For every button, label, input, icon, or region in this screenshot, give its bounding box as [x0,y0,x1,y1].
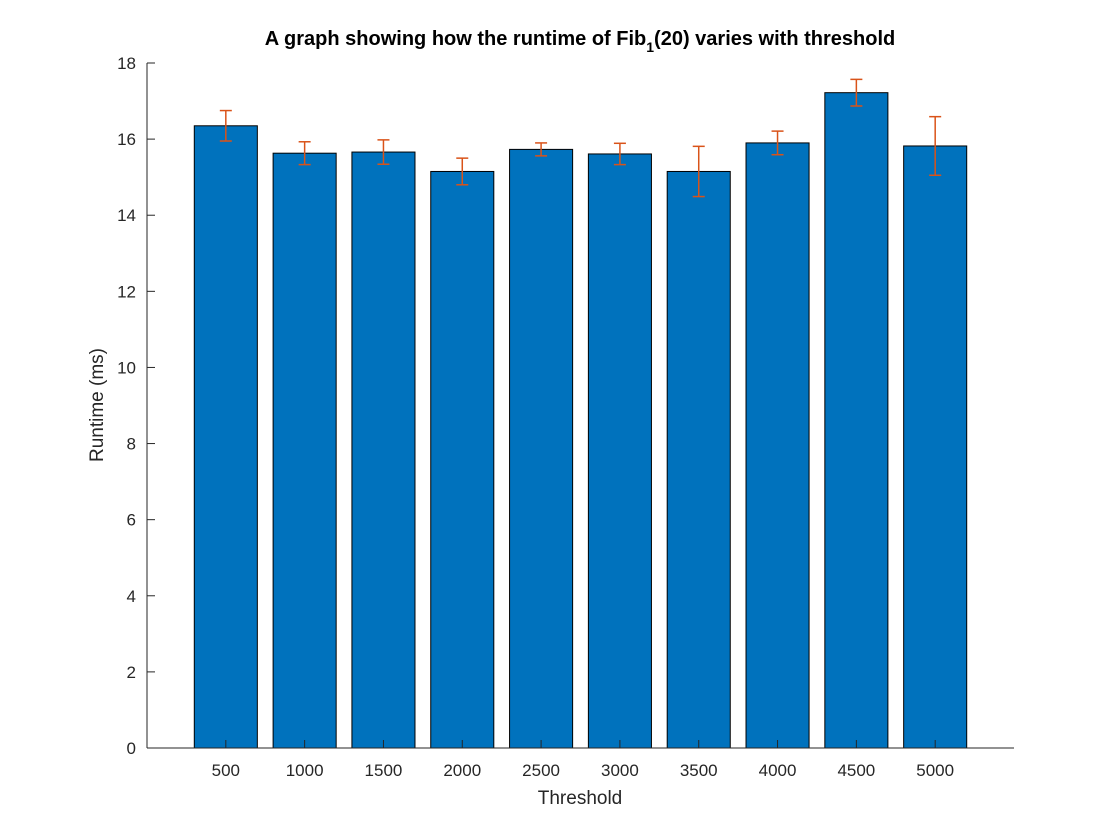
bar [430,170,495,749]
error-bar [535,142,548,157]
y-tick-label: 14 [117,206,136,225]
y-tick-label: 6 [127,511,136,530]
chart-title-main: A graph showing how the runtime of Fib [265,28,646,50]
x-tick-label: 1500 [365,761,403,780]
error-bar [219,109,232,142]
y-ticks-layer: 0 2 4 6 8 10 12 14 16 18 [117,54,155,758]
y-tick-label: 10 [117,358,136,377]
bar [587,153,652,749]
error-bar [692,145,705,198]
bar [903,145,968,749]
x-tick-label: 500 [212,761,240,780]
y-tick-label: 2 [127,663,136,682]
bar [824,92,889,749]
y-tick-label: 8 [127,435,136,454]
chart-title-tail: (20) varies with threshold [654,28,895,50]
error-bar [771,130,784,156]
x-tick-label: 4500 [837,761,875,780]
bar [272,152,337,749]
error-bar [298,141,311,166]
x-ticks-layer: 500 1000 1500 2000 2500 3000 3500 4000 4500 5000 [212,740,954,780]
y-tick-label: 18 [117,54,136,73]
bar [193,125,258,749]
error-bar [929,115,942,177]
error-bar [456,157,469,186]
bar [509,148,574,749]
y-tick-label: 12 [117,282,136,301]
x-tick-label: 2500 [522,761,560,780]
axes-layer [146,63,1014,749]
bar [745,142,810,749]
bar [351,151,416,749]
x-tick-label: 2000 [443,761,481,780]
y-axis-label: Runtime (ms) [87,348,108,462]
bar [666,170,731,749]
x-tick-label: 5000 [916,761,954,780]
x-tick-label: 4000 [759,761,797,780]
chart-title: A graph showing how the runtime of Fib1(… [265,28,895,55]
error-bar [377,139,390,165]
error-bar [850,78,863,107]
error-bars-layer [219,78,942,198]
bars-layer [193,92,968,749]
error-bar [613,142,626,166]
x-tick-label: 3500 [680,761,718,780]
y-tick-label: 0 [127,739,136,758]
x-axis-label: Threshold [538,788,623,809]
x-tick-label: 1000 [286,761,324,780]
chart-title-subscript: 1 [646,39,654,55]
x-tick-label: 3000 [601,761,639,780]
y-tick-label: 16 [117,130,136,149]
y-tick-label: 4 [127,587,136,606]
